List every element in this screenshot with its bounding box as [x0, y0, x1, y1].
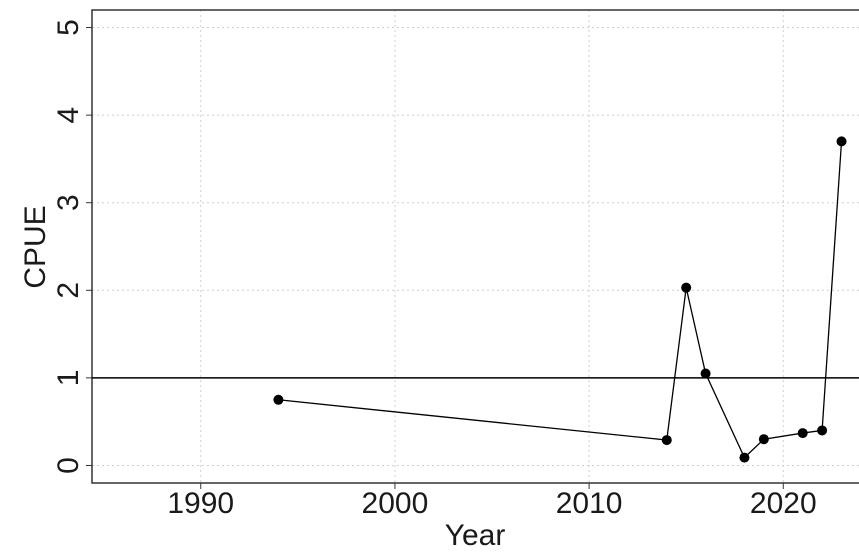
data-point	[273, 394, 284, 405]
y-axis-label: CPUE	[19, 205, 52, 288]
y-tick-label: 4	[52, 107, 85, 124]
data-point	[836, 136, 847, 147]
y-tick-label: 1	[52, 370, 85, 387]
x-axis-label: Year	[445, 519, 506, 552]
data-point	[661, 435, 672, 446]
data-point	[758, 434, 769, 445]
y-tick-label: 2	[52, 282, 85, 299]
data-point	[817, 425, 828, 436]
y-tick-label: 0	[52, 457, 85, 474]
x-tick-label: 2020	[750, 487, 817, 520]
x-tick-label: 2010	[556, 487, 623, 520]
data-point	[797, 428, 808, 439]
y-tick-label: 5	[52, 19, 85, 36]
plot-frame	[91, 9, 859, 484]
data-point	[700, 368, 711, 379]
data-point	[681, 282, 692, 293]
data-point	[739, 452, 750, 463]
x-tick-label: 2000	[362, 487, 429, 520]
x-tick-label: 1990	[167, 487, 234, 520]
y-tick-label: 3	[52, 194, 85, 211]
data-line	[278, 141, 843, 459]
